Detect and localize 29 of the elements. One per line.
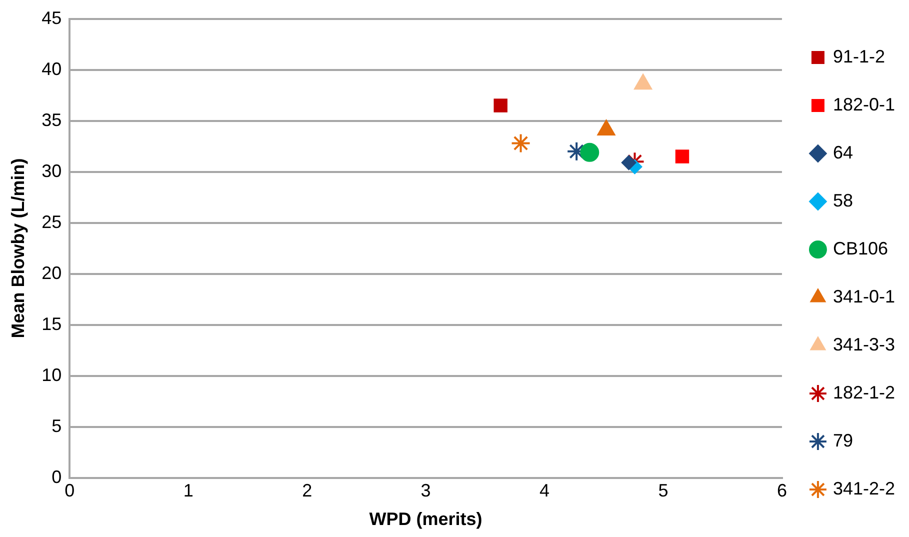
x-tick-label: 0 bbox=[64, 480, 75, 501]
y-tick-label: 25 bbox=[42, 212, 62, 232]
legend-label: CB106 bbox=[832, 238, 888, 258]
y-tick-label: 0 bbox=[52, 466, 62, 487]
y-tick-label: 35 bbox=[42, 110, 62, 130]
y-tick-label: 20 bbox=[42, 262, 62, 283]
x-tick-label: 1 bbox=[183, 480, 194, 501]
y-tick-label: 45 bbox=[42, 8, 62, 28]
legend-label: 182-0-1 bbox=[832, 94, 896, 114]
y-tick-label: 5 bbox=[52, 416, 62, 436]
legend-label: 341-2-2 bbox=[832, 478, 896, 498]
legend-label: 79 bbox=[832, 430, 853, 450]
x-tick-label: 5 bbox=[658, 480, 668, 501]
x-tick-label: 4 bbox=[540, 480, 550, 501]
x-axis-title: WPD (merits) bbox=[369, 509, 482, 530]
x-tick-label: 6 bbox=[776, 480, 787, 501]
legend-label: 341-3-3 bbox=[832, 334, 896, 354]
x-tick-label: 3 bbox=[420, 480, 431, 501]
legend-label: 64 bbox=[832, 142, 853, 162]
legend-label: 182-1-2 bbox=[832, 382, 896, 402]
y-tick-label: 15 bbox=[42, 314, 62, 334]
legend-label: 58 bbox=[832, 190, 853, 210]
y-tick-label: 10 bbox=[42, 364, 62, 385]
y-tick-label: 40 bbox=[42, 58, 62, 79]
legend-label: 341-0-1 bbox=[832, 286, 896, 306]
x-tick-label: 2 bbox=[302, 480, 312, 501]
y-axis-title: Mean Blowby (L/min) bbox=[8, 158, 28, 338]
legend-label: 91-1-2 bbox=[832, 46, 885, 66]
y-tick-label: 30 bbox=[42, 160, 62, 181]
